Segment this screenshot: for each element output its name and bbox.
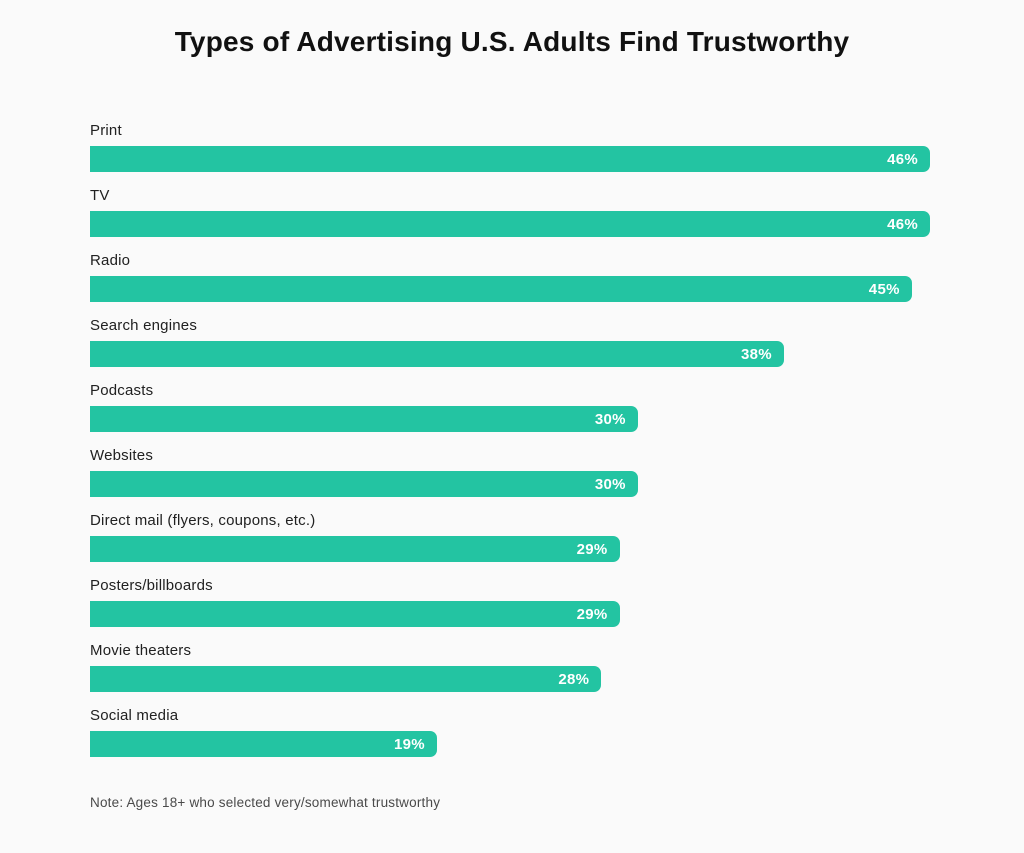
chart-title: Types of Advertising U.S. Adults Find Tr…: [174, 26, 850, 57]
category-label: Posters/billboards: [90, 577, 213, 594]
bar-row: Posters/billboards 29%: [90, 576, 930, 627]
bar: 19%: [90, 731, 437, 757]
value-label: 46%: [887, 215, 918, 233]
bar: 28%: [90, 666, 602, 692]
bar: 29%: [90, 536, 620, 562]
category-label: TV: [90, 187, 110, 204]
bar: 30%: [90, 471, 638, 497]
bar-row: Search engines 38%: [90, 316, 930, 367]
bar-row: Print 46%: [90, 121, 930, 172]
bar-row: Direct mail (flyers, coupons, etc.) 29%: [90, 511, 930, 562]
category-label: Movie theaters: [90, 642, 192, 659]
chart-note: Note: Ages 18+ who selected very/somewha…: [90, 795, 441, 810]
bar: 45%: [90, 276, 912, 302]
bar: 29%: [90, 601, 620, 627]
value-label: 38%: [740, 345, 772, 363]
category-label: Direct mail (flyers, coupons, etc.): [90, 512, 316, 529]
value-label: 29%: [576, 605, 608, 623]
bar-row: TV 46%: [90, 186, 930, 237]
category-label: Search engines: [90, 317, 198, 334]
value-label: 19%: [394, 735, 425, 753]
bar: 30%: [90, 406, 638, 432]
bar-row: Websites 30%: [90, 446, 930, 497]
category-label: Print: [90, 122, 122, 139]
value-label: 46%: [887, 150, 918, 168]
bar-row: Radio 45%: [90, 251, 930, 302]
bar-chart: Print 46% TV 46% Radio 45% Search engine…: [90, 121, 930, 757]
category-label: Radio: [90, 252, 131, 269]
bar: 46%: [90, 211, 930, 237]
bar: 46%: [90, 146, 930, 172]
value-label: 30%: [594, 410, 626, 428]
bar-row: Movie theaters 28%: [90, 641, 930, 692]
value-label: 30%: [594, 475, 626, 493]
value-label: 29%: [576, 540, 608, 558]
bar-row: Social media 19%: [90, 706, 930, 757]
bar-row: Podcasts 30%: [90, 381, 930, 432]
value-label: 28%: [558, 670, 590, 688]
category-label: Social media: [90, 707, 179, 724]
category-label: Podcasts: [90, 382, 154, 399]
category-label: Websites: [90, 447, 154, 464]
value-label: 45%: [868, 280, 900, 298]
bar: 38%: [90, 341, 784, 367]
